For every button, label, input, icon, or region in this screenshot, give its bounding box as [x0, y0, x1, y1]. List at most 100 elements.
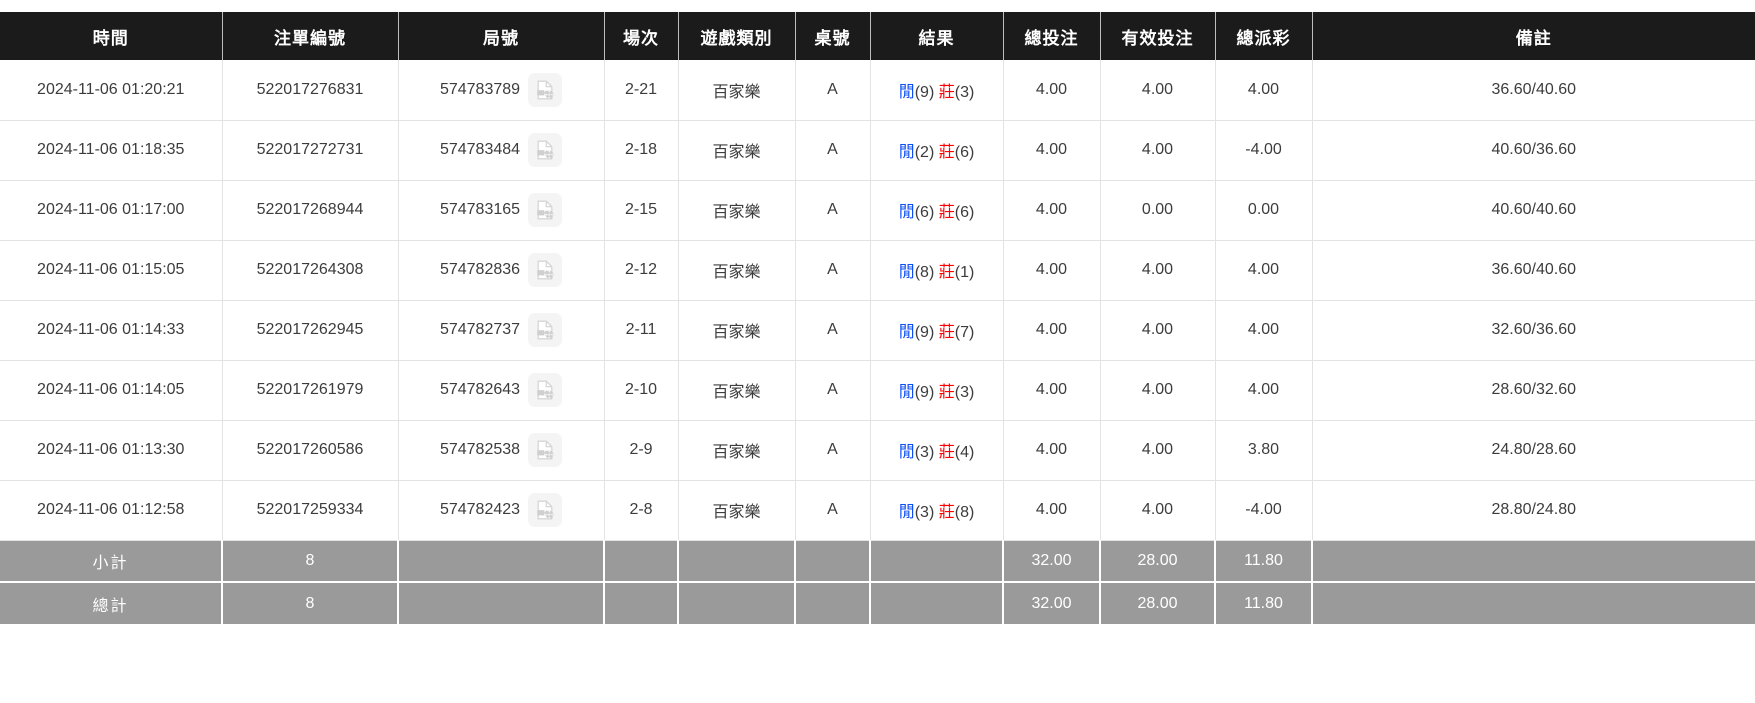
round-id-group: 574783165: [399, 193, 604, 227]
result-player-value: (9): [914, 324, 939, 341]
column-header-table_no[interactable]: 桌號: [795, 12, 871, 60]
cell-game-type: 百家樂: [678, 180, 796, 241]
cell-session: 2-12: [604, 240, 679, 301]
round-id-text: 574782538: [439, 441, 521, 458]
cell-remark: 36.60/40.60: [1312, 240, 1755, 301]
video-replay-icon[interactable]: [528, 373, 563, 407]
column-header-game_type[interactable]: 遊戲類別: [678, 12, 796, 60]
cell-round-id: 574783165: [398, 180, 605, 241]
round-id-group: 574782836: [399, 253, 604, 287]
column-header-round_id[interactable]: 局號: [398, 12, 605, 60]
cell-total-bet: 4.00: [1003, 360, 1101, 421]
summary-count: 8: [222, 540, 399, 583]
cell-round-id: 574782836: [398, 240, 605, 301]
cell-bet-id: 522017261979: [222, 360, 399, 421]
round-id-group: 574783789: [399, 72, 604, 107]
video-replay-icon[interactable]: [528, 133, 563, 167]
cell-total-win: 3.80: [1215, 420, 1313, 481]
subtotal-row: 小計 8 32.00 28.00 11.80: [0, 540, 1755, 583]
table-row: 2024-11-06 01:20:21 522017276831 574783789…: [0, 60, 1755, 121]
cell-session: 2-10: [604, 360, 679, 421]
summary-session: [604, 540, 679, 583]
result-banker-label: 莊: [938, 504, 955, 521]
video-replay-icon[interactable]: [528, 433, 563, 467]
summary-label: 小計: [0, 540, 223, 583]
cell-round-id: 574783484: [398, 120, 605, 181]
video-replay-icon[interactable]: [528, 72, 563, 107]
column-header-valid_bet[interactable]: 有效投注: [1100, 12, 1216, 60]
cell-session: 2-11: [604, 300, 679, 361]
cell-result: 閒(3) 莊(8): [870, 480, 1004, 541]
result-banker-label: 莊: [938, 204, 955, 221]
cell-game-type: 百家樂: [678, 120, 796, 181]
result-player-value: (9): [914, 83, 939, 101]
cell-valid-bet: 4.00: [1100, 420, 1216, 481]
column-header-total_win[interactable]: 總派彩: [1215, 12, 1313, 60]
table-row: 2024-11-06 01:18:35 522017272731 574783484…: [0, 120, 1755, 181]
cell-session: 2-18: [604, 120, 679, 181]
column-header-time[interactable]: 時間: [0, 12, 223, 60]
result-banker-value: (3): [954, 83, 975, 101]
summary-game-type: [678, 582, 796, 624]
summary-round-id: [398, 582, 605, 624]
table-row: 2024-11-06 01:15:05 522017264308 574782836…: [0, 240, 1755, 301]
cell-result: 閒(9) 莊(3): [870, 360, 1004, 421]
cell-table-no: A: [795, 60, 871, 121]
cell-bet-id: 522017264308: [222, 240, 399, 301]
column-header-session[interactable]: 場次: [604, 12, 679, 60]
cell-total-win: -4.00: [1215, 120, 1313, 181]
column-header-total_bet[interactable]: 總投注: [1003, 12, 1101, 60]
result-banker-label: 莊: [938, 444, 955, 461]
cell-remark: 28.80/24.80: [1312, 480, 1755, 541]
cell-remark: 28.60/32.60: [1312, 360, 1755, 421]
result-banker-value: (6): [954, 144, 975, 161]
result-player-value: (3): [914, 504, 939, 521]
cell-remark: 40.60/40.60: [1312, 180, 1755, 241]
cell-result: 閒(3) 莊(4): [870, 420, 1004, 481]
result-player-label: 閒: [898, 444, 915, 461]
result-banker-value: (4): [954, 444, 975, 461]
video-replay-icon[interactable]: [528, 193, 563, 227]
cell-time: 2024-11-06 01:18:35: [0, 120, 223, 181]
result-banker-label: 莊: [938, 264, 955, 281]
result-player-label: 閒: [898, 204, 915, 221]
video-replay-icon[interactable]: [528, 313, 563, 347]
cell-table-no: A: [795, 420, 871, 481]
cell-result: 閒(6) 莊(6): [870, 180, 1004, 241]
grandtotal-row: 總計 8 32.00 28.00 11.80: [0, 582, 1755, 624]
result-banker-label: 莊: [938, 144, 955, 161]
column-header-bet_id[interactable]: 注單編號: [222, 12, 399, 60]
result-player-label: 閒: [898, 83, 915, 101]
table-row: 2024-11-06 01:14:05 522017261979 574782643…: [0, 360, 1755, 421]
table-row: 2024-11-06 01:13:30 522017260586 574782538…: [0, 420, 1755, 481]
cell-session: 2-9: [604, 420, 679, 481]
cell-game-type: 百家樂: [678, 60, 796, 121]
summary-remark: [1312, 540, 1755, 583]
summary-label: 總計: [0, 582, 223, 624]
cell-total-win: 4.00: [1215, 60, 1313, 121]
column-header-result[interactable]: 結果: [870, 12, 1004, 60]
cell-bet-id: 522017276831: [222, 60, 399, 121]
cell-game-type: 百家樂: [678, 360, 796, 421]
cell-valid-bet: 4.00: [1100, 120, 1216, 181]
summary-total-bet: 32.00: [1003, 540, 1101, 583]
cell-total-win: 4.00: [1215, 360, 1313, 421]
cell-result: 閒(8) 莊(1): [870, 240, 1004, 301]
video-replay-icon[interactable]: [528, 253, 563, 287]
summary-table-no: [795, 582, 871, 624]
round-id-group: 574782643: [399, 373, 604, 407]
cell-table-no: A: [795, 300, 871, 361]
video-replay-icon[interactable]: [528, 493, 563, 527]
cell-session: 2-15: [604, 180, 679, 241]
result-player-value: (3): [914, 444, 939, 461]
cell-time: 2024-11-06 01:20:21: [0, 60, 223, 121]
cell-result: 閒(9) 莊(3): [870, 60, 1004, 121]
cell-total-bet: 4.00: [1003, 240, 1101, 301]
summary-table-no: [795, 540, 871, 583]
cell-bet-id: 522017262945: [222, 300, 399, 361]
cell-session: 2-21: [604, 60, 679, 121]
cell-result: 閒(9) 莊(7): [870, 300, 1004, 361]
result-player-label: 閒: [898, 324, 915, 341]
column-header-remark[interactable]: 備註: [1312, 12, 1755, 60]
cell-valid-bet: 4.00: [1100, 360, 1216, 421]
